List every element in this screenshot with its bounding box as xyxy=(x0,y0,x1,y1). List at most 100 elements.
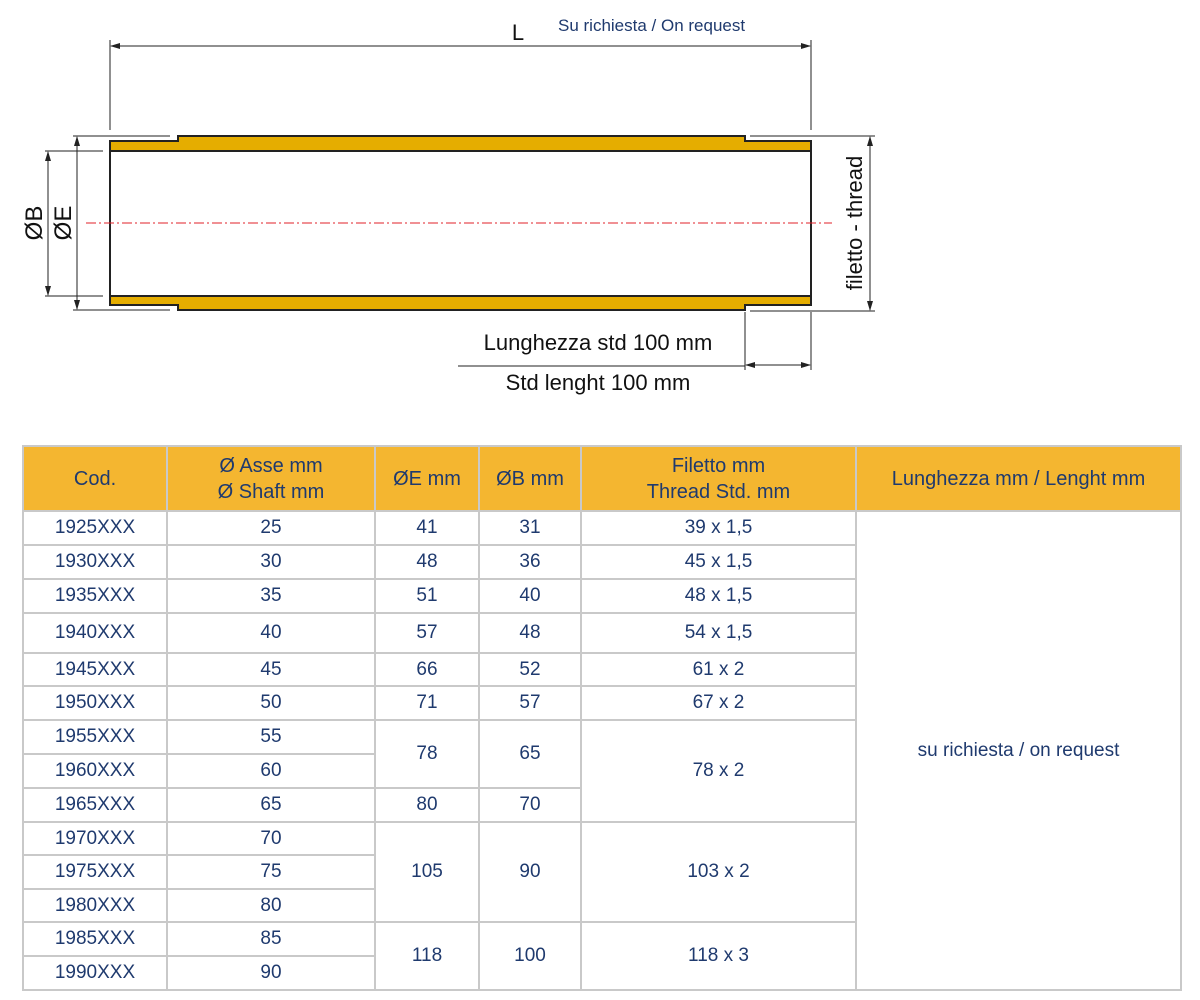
cell-diameter-b: 52 xyxy=(478,652,582,687)
cell-diameter-b: 57 xyxy=(478,685,582,721)
cell-code: 1980XXX xyxy=(22,888,168,923)
cell-diameter-e: 66 xyxy=(374,652,480,687)
cell-code: 1955XXX xyxy=(22,719,168,755)
table-body: 1925XXX 25 41 31 39 x 1,5 su richiesta / on r… xyxy=(22,510,1182,991)
length-label: L xyxy=(512,20,524,45)
technical-drawing: L Su richiesta / On request ØB ØE filett… xyxy=(21,16,875,395)
cell-thread: 103 x 2 xyxy=(580,821,857,923)
cell-shaft: 55 xyxy=(166,719,376,755)
header-text: Lunghezza mm / Lenght mm xyxy=(891,467,1146,490)
cell-diameter-e: 41 xyxy=(374,510,480,546)
cell-shaft: 25 xyxy=(166,510,376,546)
cell-shaft: 30 xyxy=(166,544,376,580)
cell-diameter-b: 100 xyxy=(478,921,582,991)
table-row: 1990XXX 90 xyxy=(22,955,1181,991)
table-row: 1970XXX 70 105 90 103 x 2 xyxy=(22,821,1181,923)
header-code: Cod. xyxy=(22,445,168,511)
cell-diameter-b: 90 xyxy=(478,821,582,923)
header-shaft: Ø Asse mm Ø Shaft mm xyxy=(166,445,376,511)
cell-thread: 118 x 3 xyxy=(580,921,857,991)
header-text: Cod. xyxy=(73,467,117,490)
cell-shaft: 50 xyxy=(166,685,376,721)
header-text: ØE mm xyxy=(393,467,461,490)
cell-diameter-b: 70 xyxy=(478,787,582,823)
cell-diameter-e: 80 xyxy=(374,787,480,823)
header-length: Lunghezza mm / Lenght mm xyxy=(855,445,1182,511)
table-row: 1955XXX 55 78 65 78 x 2 xyxy=(22,719,1181,823)
on-request-note: Su richiesta / On request xyxy=(558,16,745,35)
cell-shaft: 60 xyxy=(166,753,376,789)
cell-diameter-e: 57 xyxy=(374,612,480,654)
cell-thread: 48 x 1,5 xyxy=(580,578,857,614)
table-row: 1975XXX 75 xyxy=(22,854,1181,890)
cell-code: 1930XXX xyxy=(22,544,168,580)
length-dimension: L xyxy=(109,20,812,130)
cell-diameter-e: 105 xyxy=(374,821,480,923)
diameter-dimensions: ØB ØE xyxy=(21,135,170,311)
cell-shaft: 90 xyxy=(166,955,376,991)
cell-diameter-b: 31 xyxy=(478,510,582,546)
cell-code: 1975XXX xyxy=(22,854,168,890)
header-text: Ø Shaft mm xyxy=(217,480,325,503)
cell-thread: 61 x 2 xyxy=(580,652,857,687)
header-text: Ø Asse mm xyxy=(219,454,323,477)
table-row: 1950XXX 50 71 57 67 x 2 xyxy=(22,685,1181,721)
cell-thread: 54 x 1,5 xyxy=(580,612,857,654)
header-thread: Filetto mm Thread Std. mm xyxy=(580,445,857,511)
cell-code: 1925XXX xyxy=(22,510,168,546)
table-row: 1935XXX 35 51 40 48 x 1,5 xyxy=(22,578,1181,614)
cell-code: 1940XXX xyxy=(22,612,168,654)
thread-dimension: filetto - thread xyxy=(750,135,875,312)
std-length-it: Lunghezza std 100 mm xyxy=(484,330,713,355)
cell-code: 1990XXX xyxy=(22,955,168,991)
spec-table: Cod. Ø Asse mm Ø Shaft mm ØE mm ØB mm Fil… xyxy=(22,445,1182,991)
header-text: Thread Std. mm xyxy=(646,480,791,503)
cell-diameter-e: 51 xyxy=(374,578,480,614)
table-row: 1940XXX 40 57 48 54 x 1,5 xyxy=(22,612,1181,654)
table-row: 1945XXX 45 66 52 61 x 2 xyxy=(22,652,1181,687)
table-row: 1980XXX 80 xyxy=(22,888,1181,923)
cell-code: 1970XXX xyxy=(22,821,168,856)
diameter-e-label: ØE xyxy=(50,206,77,241)
header-diameter-b: ØB mm xyxy=(478,445,582,511)
thread-label: filetto - thread xyxy=(842,156,867,291)
cell-code: 1960XXX xyxy=(22,753,168,789)
cell-shaft: 75 xyxy=(166,854,376,890)
cell-diameter-e: 48 xyxy=(374,544,480,580)
cell-shaft: 70 xyxy=(166,821,376,856)
cell-length: su richiesta / on request xyxy=(855,510,1182,991)
table-header-row: Cod. Ø Asse mm Ø Shaft mm ØE mm ØB mm Fil… xyxy=(22,445,1182,511)
cell-diameter-b: 36 xyxy=(478,544,582,580)
cell-shaft: 85 xyxy=(166,921,376,957)
cell-diameter-b: 65 xyxy=(478,719,582,789)
cell-code: 1935XXX xyxy=(22,578,168,614)
cell-diameter-e: 71 xyxy=(374,685,480,721)
cell-code: 1985XXX xyxy=(22,921,168,957)
cell-thread: 39 x 1,5 xyxy=(580,510,857,546)
cell-shaft: 40 xyxy=(166,612,376,654)
std-length-dimension: Lunghezza std 100 mm Std lenght 100 mm xyxy=(458,312,812,395)
cell-shaft: 65 xyxy=(166,787,376,823)
header-text: Filetto mm xyxy=(671,454,766,477)
tube-section xyxy=(86,135,832,311)
cell-code: 1950XXX xyxy=(22,685,168,721)
cell-diameter-e: 118 xyxy=(374,921,480,991)
diameter-b-label: ØB xyxy=(21,206,48,241)
cell-thread: 67 x 2 xyxy=(580,685,857,721)
table-row: 1960XXX 60 xyxy=(22,753,1181,789)
cell-diameter-b: 48 xyxy=(478,612,582,654)
header-diameter-e: ØE mm xyxy=(374,445,480,511)
table-row: 1925XXX 25 41 31 39 x 1,5 su richiesta / on r… xyxy=(22,510,1182,991)
table-row: 1985XXX 85 118 100 118 x 3 xyxy=(22,921,1181,991)
cell-code: 1965XXX xyxy=(22,787,168,823)
cell-shaft: 35 xyxy=(166,578,376,614)
cell-thread: 78 x 2 xyxy=(580,719,857,823)
header-text: ØB mm xyxy=(496,467,564,490)
cell-shaft: 45 xyxy=(166,652,376,687)
cell-shaft: 80 xyxy=(166,888,376,923)
table-row: 1965XXX 65 80 70 xyxy=(22,787,1181,823)
table-row: 1930XXX 30 48 36 45 x 1,5 xyxy=(22,544,1181,580)
cell-diameter-e: 78 xyxy=(374,719,480,789)
cell-diameter-b: 40 xyxy=(478,578,582,614)
cell-code: 1945XXX xyxy=(22,652,168,687)
